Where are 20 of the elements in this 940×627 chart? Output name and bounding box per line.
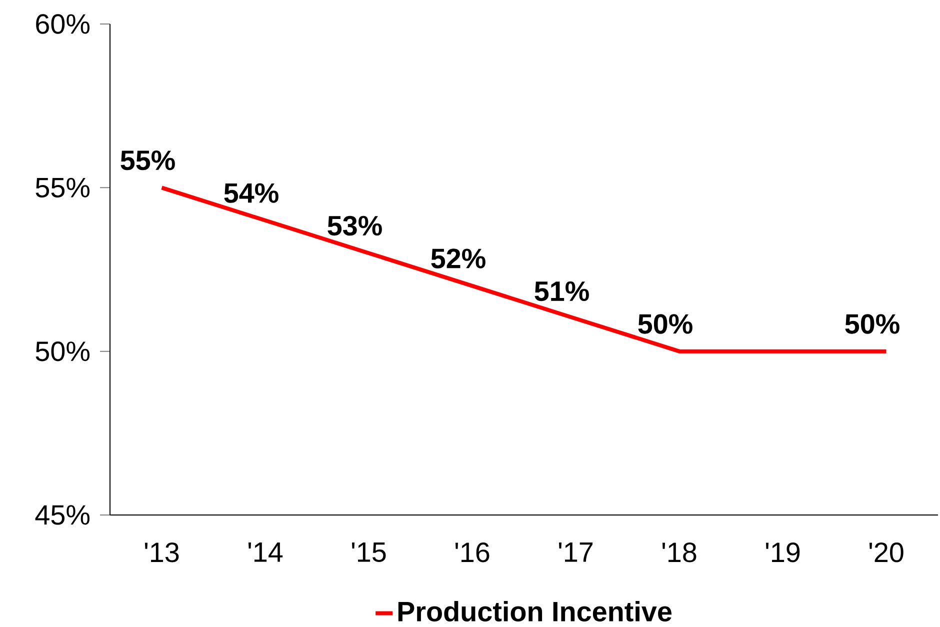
y-tick-label: 45% (35, 505, 90, 525)
x-tick-label: '15 (352, 542, 386, 562)
data-label: 50% (845, 314, 900, 334)
data-label: 54% (224, 183, 278, 203)
data-label: 53% (328, 216, 382, 236)
x-tick-label: '19 (766, 542, 800, 562)
x-tick-label: '14 (248, 542, 283, 562)
y-tick-label: 50% (36, 341, 90, 362)
x-tick-label: '18 (662, 542, 696, 562)
y-tick-label: 60% (36, 14, 90, 34)
x-tick-label: '17 (559, 542, 593, 562)
x-tick-label: '13 (144, 542, 179, 562)
x-tick-label: '16 (456, 542, 490, 562)
legend-label: Production Incentive (398, 601, 672, 622)
data-label: 50% (638, 314, 692, 334)
data-label: 51% (534, 281, 589, 302)
x-tick-label: '20 (870, 542, 904, 562)
data-label: 52% (431, 248, 486, 268)
y-tick-label: 55% (36, 178, 90, 198)
data-label: 55% (120, 150, 175, 170)
